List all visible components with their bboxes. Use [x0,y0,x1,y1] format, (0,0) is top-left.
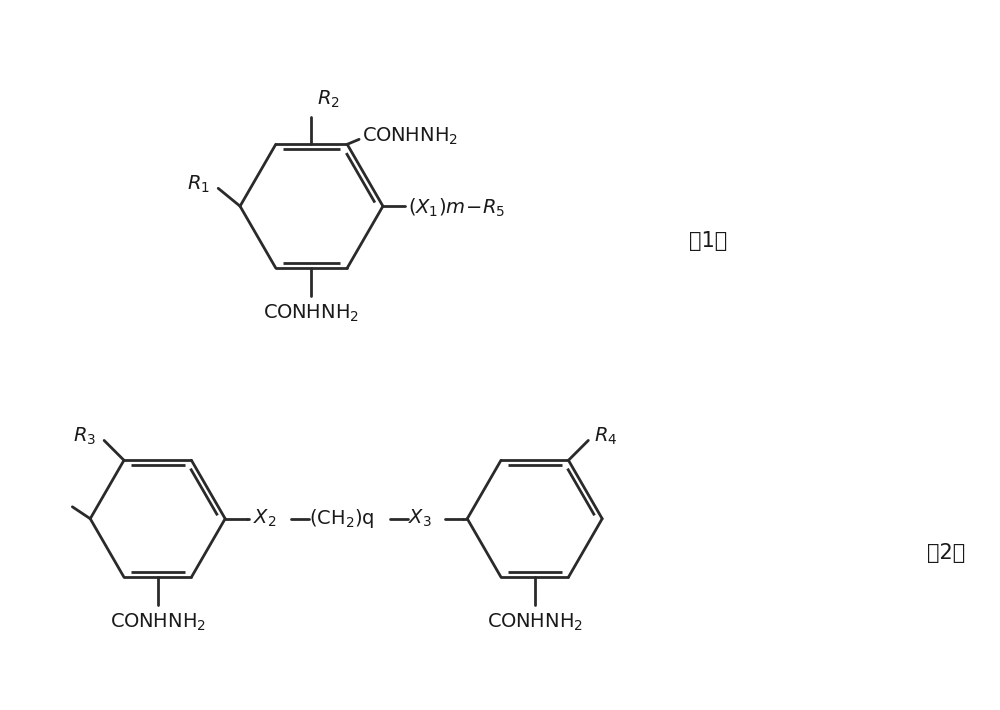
Text: $X_2$: $X_2$ [253,508,276,530]
Text: （2）: （2） [927,543,966,564]
Text: $R_2$: $R_2$ [317,88,340,109]
Text: $\mathrm{CONHNH_2}$: $\mathrm{CONHNH_2}$ [263,302,360,324]
Text: $(X_1)m\!-\!R_5$: $(X_1)m\!-\!R_5$ [408,197,505,219]
Text: $X_3$: $X_3$ [408,508,431,530]
Text: $R_4$: $R_4$ [594,426,618,447]
Text: $\mathrm{CONHNH_2}$: $\mathrm{CONHNH_2}$ [110,612,206,633]
Text: $R_3$: $R_3$ [73,426,96,447]
Text: $R_1$: $R_1$ [187,174,210,195]
Text: （1）: （1） [689,231,727,251]
Text: $\mathrm{(CH_2)q}$: $\mathrm{(CH_2)q}$ [309,507,374,530]
Text: $\mathrm{CONHNH_2}$: $\mathrm{CONHNH_2}$ [362,126,458,147]
Text: $\mathrm{CONHNH_2}$: $\mathrm{CONHNH_2}$ [487,612,583,633]
